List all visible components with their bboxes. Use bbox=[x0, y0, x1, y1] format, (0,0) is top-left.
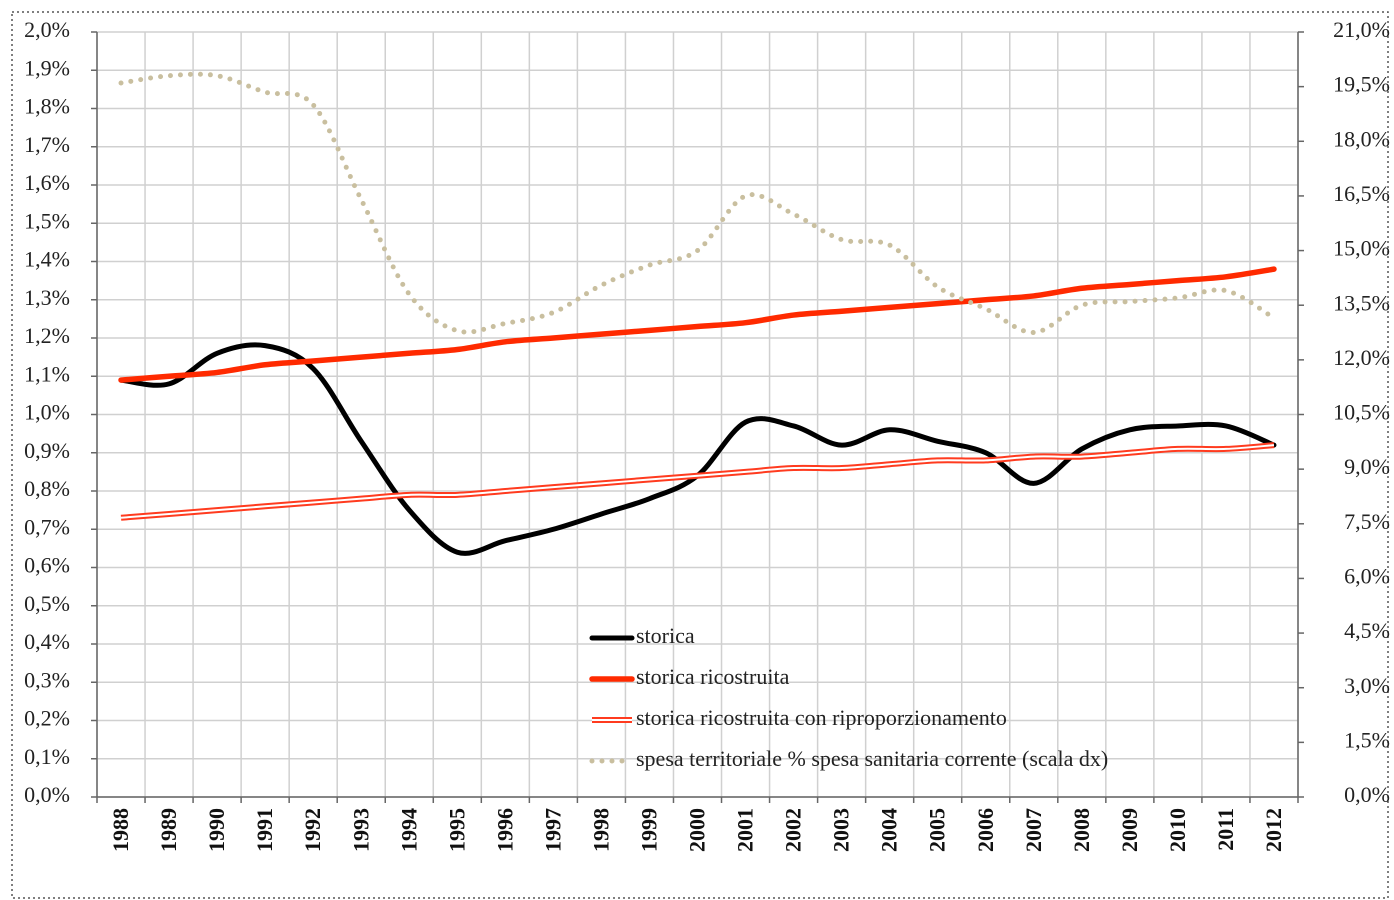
x-tick-label: 1997 bbox=[540, 808, 565, 852]
y-tick-label: 1,4% bbox=[24, 247, 70, 272]
x-tick-label: 2006 bbox=[973, 808, 998, 852]
y-tick-label: 0,9% bbox=[24, 438, 70, 463]
y2-tick-label: 13,5% bbox=[1333, 290, 1390, 315]
y2-tick-label: 7,5% bbox=[1344, 509, 1390, 534]
y2-tick-label: 3,0% bbox=[1344, 673, 1390, 698]
series-line bbox=[118, 266, 1277, 383]
y-tick-label: 1,2% bbox=[24, 323, 70, 348]
y-tick-label: 2,0% bbox=[24, 17, 70, 42]
y2-tick-label: 0,0% bbox=[1344, 782, 1390, 807]
frame bbox=[11, 11, 1389, 899]
y-tick-label: 0,7% bbox=[24, 514, 70, 539]
x-tick-label: 1998 bbox=[588, 808, 613, 852]
x-tick-label: 1989 bbox=[156, 808, 181, 852]
y2-tick-label: 21,0% bbox=[1333, 17, 1390, 42]
x-tick-label: 2003 bbox=[829, 808, 854, 852]
x-tick-label: 2002 bbox=[781, 808, 806, 852]
y-tick-label: 0,6% bbox=[24, 553, 70, 578]
y2-tick-label: 6,0% bbox=[1344, 563, 1390, 588]
series-line bbox=[118, 342, 1277, 556]
y-tick-label: 0,0% bbox=[24, 782, 70, 807]
y-tick-label: 1,3% bbox=[24, 285, 70, 310]
series-line bbox=[118, 71, 1277, 336]
y2-tick-label: 4,5% bbox=[1344, 618, 1390, 643]
x-tick-label: 2008 bbox=[1069, 808, 1094, 852]
y2-tick-label: 9,0% bbox=[1344, 454, 1390, 479]
legend-label: storica ricostruita bbox=[636, 664, 790, 689]
y-tick-label: 0,3% bbox=[24, 667, 70, 692]
x-tick-label: 2001 bbox=[733, 808, 758, 852]
legend-label: storica bbox=[636, 623, 695, 648]
x-tick-label: 2012 bbox=[1261, 808, 1286, 852]
x-tick-label: 1993 bbox=[348, 808, 373, 852]
y-tick-label: 1,5% bbox=[24, 208, 70, 233]
x-tick-label: 1995 bbox=[444, 808, 469, 852]
y2-tick-label: 16,5% bbox=[1333, 181, 1390, 206]
y-tick-label: 0,4% bbox=[24, 629, 70, 654]
x-tick-label: 1999 bbox=[637, 808, 662, 852]
x-tick-label: 2011 bbox=[1213, 808, 1238, 851]
y2-tick-label: 12,0% bbox=[1333, 345, 1390, 370]
y-tick-label: 0,2% bbox=[24, 706, 70, 731]
y2-tick-label: 19,5% bbox=[1333, 72, 1390, 97]
x-tick-label: 2009 bbox=[1117, 808, 1142, 852]
y-tick-label: 0,1% bbox=[24, 744, 70, 769]
x-tick-label: 1990 bbox=[204, 808, 229, 852]
x-tick-label: 2010 bbox=[1165, 808, 1190, 852]
y-tick-label: 0,8% bbox=[24, 476, 70, 501]
y-tick-label: 1,1% bbox=[24, 361, 70, 386]
x-tick-label: 2005 bbox=[925, 808, 950, 852]
y2-tick-label: 15,0% bbox=[1333, 236, 1390, 261]
legend-label: storica ricostruita con riproporzionamen… bbox=[636, 705, 1007, 730]
y-tick-label: 0,5% bbox=[24, 591, 70, 616]
y2-tick-label: 18,0% bbox=[1333, 126, 1390, 151]
x-tick-label: 1988 bbox=[108, 808, 133, 852]
x-tick-label: 1991 bbox=[252, 808, 277, 852]
x-tick-label: 1992 bbox=[300, 808, 325, 852]
x-tick-label: 2000 bbox=[685, 808, 710, 852]
x-tick-label: 1994 bbox=[396, 808, 421, 852]
x-tick-label: 2004 bbox=[877, 808, 902, 852]
y-tick-label: 1,9% bbox=[24, 55, 70, 80]
x-tick-label: 1996 bbox=[492, 808, 517, 852]
y-tick-label: 1,0% bbox=[24, 400, 70, 425]
y-tick-label: 1,7% bbox=[24, 132, 70, 157]
y2-tick-label: 1,5% bbox=[1344, 727, 1390, 752]
line-inner bbox=[120, 444, 1275, 519]
y2-tick-label: 10,5% bbox=[1333, 400, 1390, 425]
x-tick-label: 2007 bbox=[1021, 808, 1046, 852]
legend-label: spesa territoriale % spesa sanitaria cor… bbox=[636, 746, 1108, 771]
y-tick-label: 1,6% bbox=[24, 170, 70, 195]
y-tick-label: 1,8% bbox=[24, 94, 70, 119]
